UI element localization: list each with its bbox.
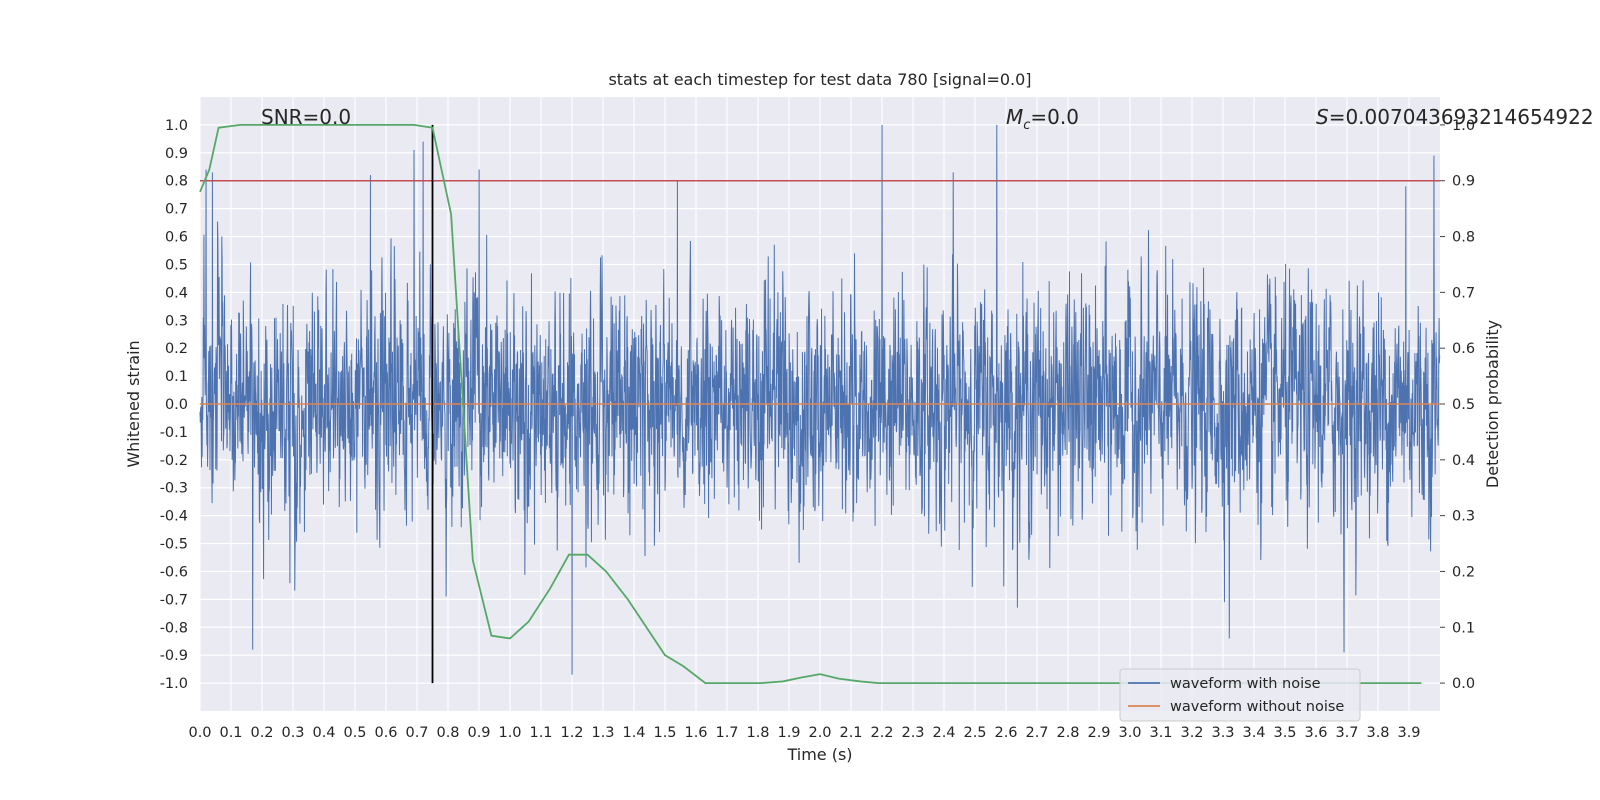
y-tick-label: 0.6 [165,230,188,246]
x-tick-label: 2.6 [994,725,1017,741]
x-tick-label: 2.2 [870,725,893,741]
legend-label-waveform-with-noise: waveform with noise [1170,676,1321,692]
y-right-tick-label: 0.0 [1452,676,1475,692]
x-tick-label: 0.5 [343,725,366,741]
x-tick-label: 1.4 [622,725,645,741]
x-tick-label: 1.9 [777,725,800,741]
s-symbol: S [1316,105,1329,129]
x-tick-label: 2.3 [901,725,924,741]
y-tick-label: 0.4 [165,285,188,301]
x-tick-label: 2.5 [963,725,986,741]
x-tick-label: 3.7 [1335,725,1358,741]
x-tick-label: 0.2 [250,725,273,741]
x-tick-label: 1.3 [591,725,614,741]
chirp-mass-annotation: Mc=0.0 [1006,105,1079,133]
y-right-tick-labels: 1.0 0.9 0.8 0.7 0.6 0.5 0.4 0.3 0.2 0.1 0.0 [1440,118,1475,692]
legend: waveform with noise waveform without noi… [1119,668,1361,722]
y-tick-label: -0.2 [160,453,188,469]
x-tick-label: 1.8 [746,725,769,741]
y-tick-label: -1.0 [160,676,188,692]
x-tick-label: 3.2 [1180,725,1203,741]
x-tick-label: 3.8 [1366,725,1389,741]
x-tick-label: 3.3 [1211,725,1234,741]
x-axis-label: Time (s) [786,745,852,764]
y-tick-label: 0.8 [165,174,188,190]
x-tick-label: 1.6 [684,725,707,741]
x-tick-label: 0.8 [436,725,459,741]
x-tick-label: 1.0 [498,725,521,741]
y-right-tick-label: 0.6 [1452,341,1475,357]
x-tick-label: 3.9 [1397,725,1420,741]
x-tick-label: 0.9 [467,725,490,741]
y-tick-label: -0.5 [160,537,188,553]
x-tick-label: 2.4 [932,725,955,741]
y-axis-label: Whitened strain [124,340,143,467]
x-tick-label: 2.7 [1025,725,1048,741]
y-tick-label: 0.5 [165,257,188,273]
mc-symbol: M [1006,105,1023,129]
y-tick-label: -0.3 [160,481,188,497]
x-tick-label: 3.1 [1149,725,1172,741]
x-tick-label: 1.2 [560,725,583,741]
y-tick-label: 0.9 [165,146,188,162]
y-tick-label: 0.7 [165,202,188,218]
mc-subscript: c [1023,118,1030,133]
legend-box [1119,668,1361,722]
x-tick-label: 1.1 [529,725,552,741]
y-right-axis-label: Detection probability [1483,320,1502,488]
x-tick-label: 0.7 [405,725,428,741]
x-tick-label: 2.1 [839,725,862,741]
y-tick-label: 0.0 [165,397,188,413]
x-tick-label: 2.0 [808,725,831,741]
y-right-tick-label: 0.8 [1452,230,1475,246]
s-annotation: S=0.007043693214654922 [1316,105,1594,129]
x-tick-label: 3.6 [1304,725,1327,741]
y-right-tick-label: 0.9 [1452,174,1475,190]
y-tick-label: 0.3 [165,313,188,329]
y-right-tick-label: 0.1 [1452,620,1475,636]
x-tick-label: 0.1 [219,725,242,741]
s-value: =0.007043693214654922 [1329,105,1594,129]
x-tick-label: 2.8 [1056,725,1079,741]
y-tick-label: -0.6 [160,564,188,580]
y-tick-label: 1.0 [165,118,188,134]
x-tick-label: 1.5 [653,725,676,741]
y-tick-label: -0.7 [160,592,188,608]
x-tick-label: 3.5 [1273,725,1296,741]
x-tick-label: 1.7 [715,725,738,741]
y-tick-label: -0.9 [160,648,188,664]
y-tick-label: -0.4 [160,509,188,525]
y-tick-label: -0.1 [160,425,188,441]
y-right-tick-label: 0.4 [1452,453,1475,469]
x-tick-label: 3.0 [1118,725,1141,741]
y-right-tick-label: 0.5 [1452,397,1475,413]
snr-annotation: SNR=0.0 [261,105,351,129]
y-tick-label: 0.2 [165,341,188,357]
x-tick-label: 3.4 [1242,725,1265,741]
x-tick-labels: 0.0 0.1 0.2 0.3 0.4 0.5 0.6 0.7 0.8 0.9 1.0 1.1 1.2 1… [188,725,1420,741]
y-tick-label: -0.8 [160,620,188,636]
y-right-tick-label: 0.7 [1452,285,1475,301]
mc-value: =0.0 [1030,105,1079,129]
y-tick-labels: 1.0 0.9 0.8 0.7 0.6 0.5 0.4 0.3 0.2 0.1 0.0 -0.1 -0.… [160,118,188,692]
x-tick-label: 0.6 [374,725,397,741]
waveform-with-noise-layer [199,124,1441,675]
chart-title: stats at each timestep for test data 780… [608,70,1031,89]
x-tick-label: 2.9 [1087,725,1110,741]
x-tick-label: 0.4 [312,725,335,741]
y-tick-label: 0.1 [165,369,188,385]
y-right-tick-label: 0.3 [1452,509,1475,525]
x-tick-label: 0.0 [188,725,211,741]
y-right-tick-label: 1.0 [1452,118,1475,134]
series-waveform-with-noise [199,124,1441,675]
x-tick-label: 0.3 [281,725,304,741]
legend-label-waveform-without-noise: waveform without noise [1170,699,1344,715]
y-right-tick-label: 0.2 [1452,564,1475,580]
